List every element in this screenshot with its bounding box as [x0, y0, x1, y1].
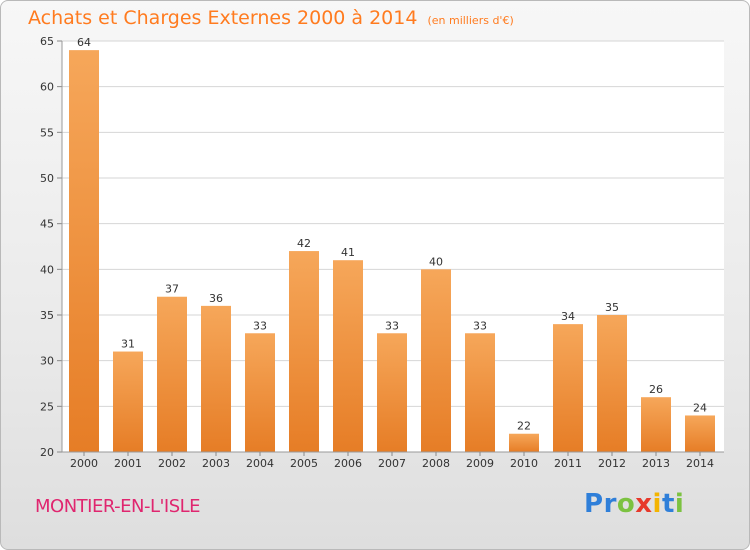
logo-letter: i: [652, 489, 662, 519]
value-label-2004: 33: [253, 319, 267, 332]
x-tick-label-2010: 2010: [510, 457, 538, 470]
value-label-2008: 40: [429, 255, 443, 268]
x-tick-label-2005: 2005: [290, 457, 318, 470]
bar-2008: [421, 269, 451, 452]
y-tick-label: 40: [40, 263, 54, 276]
value-label-2006: 41: [341, 246, 355, 259]
x-tick-label-2013: 2013: [642, 457, 670, 470]
x-tick-label-2014: 2014: [686, 457, 714, 470]
bar-2007: [377, 333, 407, 452]
x-tick-label-2006: 2006: [334, 457, 362, 470]
bar-2012: [597, 315, 627, 452]
bar-2000: [69, 50, 99, 453]
bar-2004: [245, 333, 275, 452]
value-label-2013: 26: [649, 383, 663, 396]
bar-2009: [465, 333, 495, 452]
x-tick-label-2012: 2012: [598, 457, 626, 470]
y-tick-label: 65: [40, 35, 54, 48]
y-tick-label: 35: [40, 309, 54, 322]
x-tick-label-2001: 2001: [114, 457, 142, 470]
y-tick-label: 55: [40, 126, 54, 139]
y-tick-label: 30: [40, 355, 54, 368]
logo-letter: x: [635, 489, 653, 519]
value-label-2000: 64: [77, 36, 91, 49]
bar-2006: [333, 260, 363, 452]
x-tick-label-2000: 2000: [70, 457, 98, 470]
value-label-2005: 42: [297, 237, 311, 250]
value-label-2007: 33: [385, 319, 399, 332]
value-label-2003: 36: [209, 292, 223, 305]
commune-name: MONTIER-EN-L'ISLE: [35, 496, 201, 517]
proxiti-logo: Proxiti: [584, 489, 684, 519]
chart-unit: (en milliers d'€): [427, 14, 514, 27]
x-tick-label-2009: 2009: [466, 457, 494, 470]
bar-2002: [157, 296, 187, 452]
logo-letter: r: [603, 489, 617, 519]
logo-letter: t: [661, 489, 675, 519]
x-tick-label-2011: 2011: [554, 457, 582, 470]
y-tick-label: 20: [40, 446, 54, 459]
y-tick-label: 50: [40, 172, 54, 185]
value-label-2010: 22: [517, 420, 531, 433]
x-axis: 2000 2001 2002 2003 2004 2005 2006 2007 2008 2009…: [62, 451, 724, 470]
x-tick-label-2003: 2003: [202, 457, 230, 470]
logo-letter: i: [674, 489, 685, 519]
x-tick-label-2004: 2004: [246, 457, 274, 470]
value-label-2014: 24: [693, 401, 707, 414]
value-label-2001: 31: [121, 338, 135, 351]
value-label-2012: 35: [605, 301, 619, 314]
x-tick-label-2008: 2008: [422, 457, 450, 470]
bar-2014: [685, 415, 715, 452]
y-axis: 20 25 30 35 40 45 50 55 60 65: [40, 35, 63, 459]
y-tick-label: 25: [40, 400, 54, 413]
value-label-2002: 37: [165, 283, 179, 296]
bar-2013: [641, 397, 671, 452]
y-tick-label: 60: [40, 81, 54, 94]
value-label-2009: 33: [473, 319, 487, 332]
logo-letter: P: [584, 489, 604, 519]
x-tick-label-2007: 2007: [378, 457, 406, 470]
value-label-2011: 34: [561, 310, 575, 323]
x-tick-label-2002: 2002: [158, 457, 186, 470]
chart-header: Achats et Charges Externes 2000 à 2014 (e…: [28, 7, 514, 29]
chart-title: Achats et Charges Externes 2000 à 2014: [28, 7, 418, 29]
bar-2001: [113, 351, 143, 452]
bar-2010: [509, 433, 539, 452]
bar-2011: [553, 324, 583, 452]
logo-letter: o: [616, 489, 636, 519]
bars: 64 31 37 36 33 42 41 33 40 33 22 34 35 26 24: [69, 36, 715, 453]
bar-2005: [289, 251, 319, 452]
y-tick-label: 45: [40, 218, 54, 231]
bar-2003: [201, 305, 231, 452]
